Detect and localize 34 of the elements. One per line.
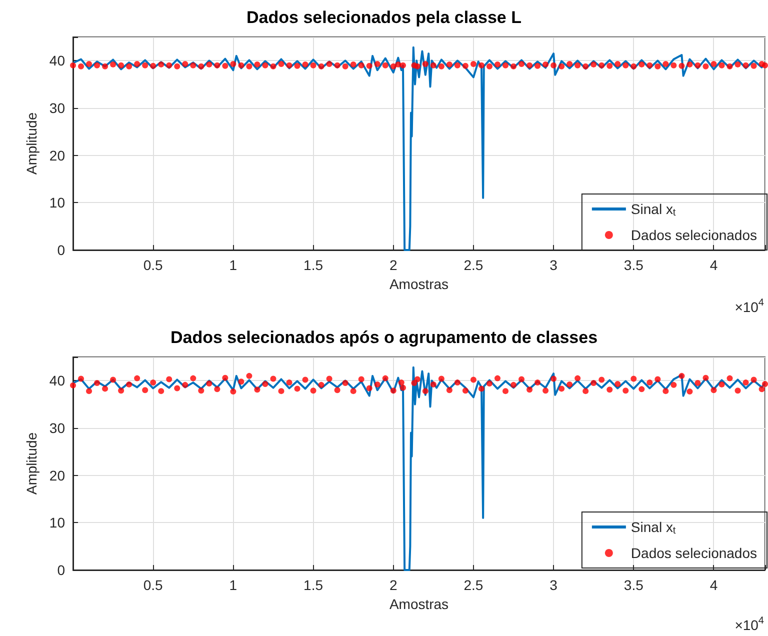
x-axis-title: Amostras [389,276,449,292]
x-tick-label: 3 [550,257,558,273]
y-tick-label: 20 [49,467,66,484]
x-tick-label: 2 [389,577,398,593]
x-tick-label: 1 [229,257,238,273]
chart-title: Dados selecionados pela classe L [246,8,522,27]
y-axis-title: Amplitude [24,112,40,175]
x-tick-label: 2 [389,257,398,273]
y-axis-title: Amplitude [24,432,40,495]
x-tick-label: 4 [710,257,718,273]
x-tick-label: 4 [710,577,718,593]
y-tick-label: 30 [49,100,66,116]
y-tick-label: 20 [49,147,66,164]
x-tick-label: 0.5 [143,577,164,593]
y-tick-label: 10 [49,514,66,531]
x-tick-label: 2.5 [464,257,484,273]
x-tick-label: 1.5 [304,257,324,273]
chart-title: Dados selecionados após o agrupamento de classes [170,328,598,347]
x-tick-label: 1 [229,577,238,593]
x-tick-label: 3.5 [624,577,644,593]
x-axis-title: Amostras [389,596,449,612]
x-tick-label: 2.5 [464,577,484,593]
legend-label: Dados selecionados [630,227,758,243]
y-tick-label: 10 [49,194,66,211]
legend-label: Dados selecionados [630,545,758,561]
y-tick-label: 0 [57,242,66,258]
x-tick-label: 0.5 [143,257,164,273]
y-tick-label: 40 [49,372,66,389]
y-tick-label: 30 [49,420,66,436]
y-tick-label: 0 [57,562,66,578]
x-tick-label: 1.5 [304,577,324,593]
x-tick-label: 3 [550,577,558,593]
x-tick-label: 3.5 [624,257,644,273]
y-tick-label: 40 [49,52,66,69]
